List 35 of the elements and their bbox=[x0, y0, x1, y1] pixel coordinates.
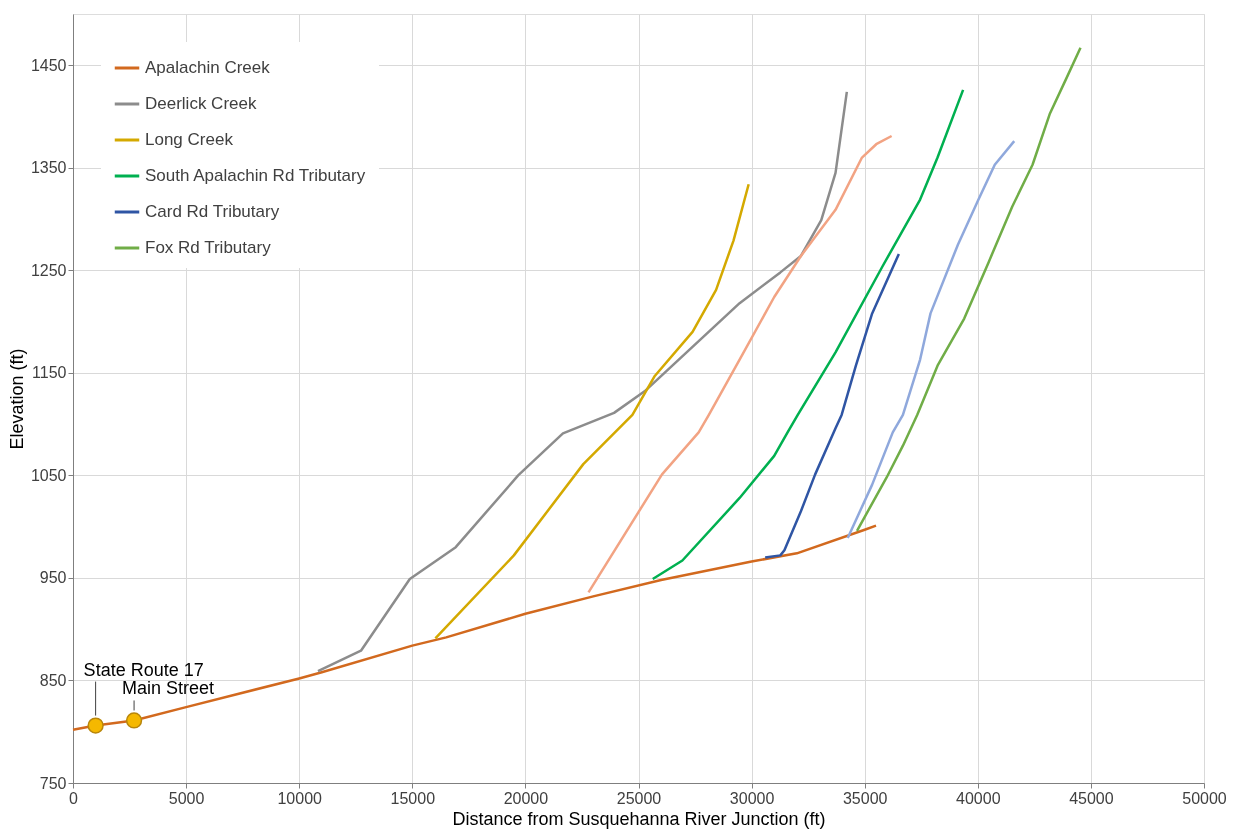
legend-label: Deerlick Creek bbox=[145, 94, 257, 113]
annotation: State Route 17 bbox=[83, 659, 204, 680]
x-tick-label: 25000 bbox=[616, 789, 662, 807]
line-series bbox=[855, 46, 1082, 533]
y-tick-label: 1150 bbox=[32, 364, 67, 382]
line-series bbox=[763, 252, 901, 559]
y-tick-label: 850 bbox=[39, 671, 67, 689]
y-tick-label: 1050 bbox=[30, 466, 67, 484]
line-series bbox=[846, 139, 1016, 540]
x-tick-label: 45000 bbox=[1069, 789, 1114, 807]
annotation: Main Street bbox=[122, 678, 215, 699]
y-tick-label: 750 bbox=[39, 774, 67, 792]
y-tick-label: 1450 bbox=[30, 56, 67, 74]
x-tick-label: 10000 bbox=[277, 789, 323, 807]
x-tick-label: 50000 bbox=[1182, 789, 1227, 807]
x-tick-label: 40000 bbox=[956, 789, 1001, 807]
line-series bbox=[651, 88, 965, 581]
x-tick-label: 30000 bbox=[729, 789, 775, 807]
y-axis-title: Elevation (ft) bbox=[6, 348, 27, 450]
x-tick-label: 0 bbox=[69, 789, 79, 807]
line-series bbox=[587, 134, 893, 594]
legend-label: Card Rd Tributary bbox=[145, 202, 280, 221]
y-tick-label: 1350 bbox=[30, 159, 67, 177]
legend-label: South Apalachin Rd Tributary bbox=[145, 166, 366, 185]
x-axis-title: Distance from Susquehanna River Junction (ft) bbox=[452, 808, 826, 829]
legend-label: Apalachin Creek bbox=[145, 58, 271, 77]
legend-label: Fox Rd Tributary bbox=[145, 238, 272, 257]
legend-label: Long Creek bbox=[145, 130, 234, 149]
y-tick-label: 950 bbox=[39, 569, 67, 587]
x-tick-label: 15000 bbox=[390, 789, 436, 807]
line-series bbox=[434, 182, 750, 640]
x-tick-label: 20000 bbox=[503, 789, 549, 807]
x-tick-label: 5000 bbox=[168, 789, 205, 807]
x-tick-label: 35000 bbox=[842, 789, 888, 807]
y-tick-label: 1250 bbox=[30, 261, 67, 279]
